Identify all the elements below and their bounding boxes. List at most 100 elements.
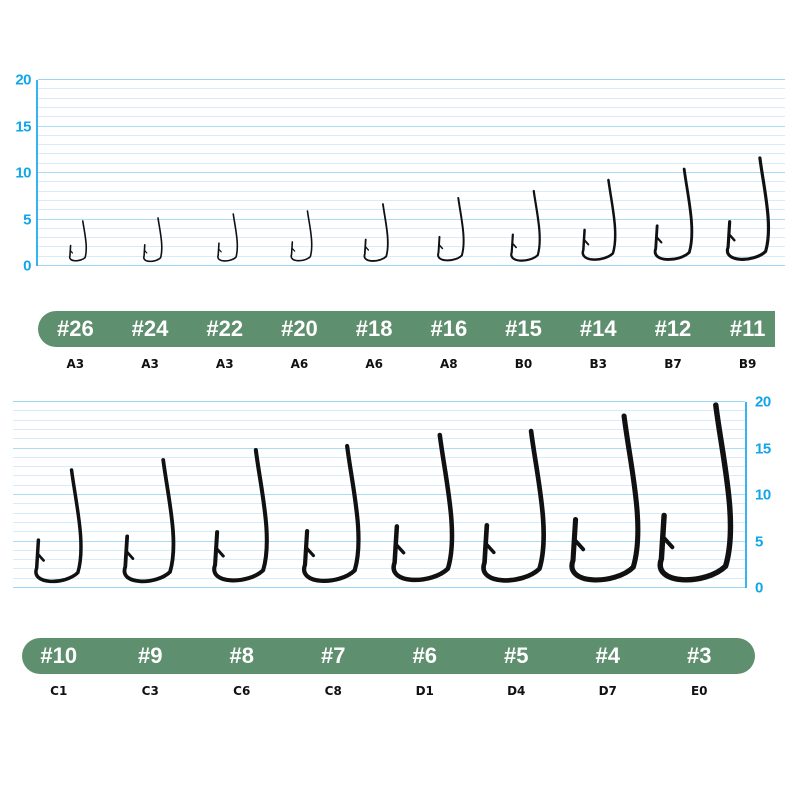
y-tick-label: 20 — [755, 393, 771, 411]
hook-size-label: #12 — [654, 316, 692, 341]
hook-size-label: #10 — [40, 643, 78, 668]
size-label-cell[interactable]: #18 — [337, 318, 412, 340]
hook-code-label: A6 — [290, 357, 309, 371]
size-label-cell[interactable]: #10 — [13, 645, 105, 667]
size-label-cell[interactable]: #20 — [262, 318, 337, 340]
gridline — [13, 438, 745, 440]
upper-y-axis-line — [36, 80, 38, 266]
hook-size-label: #26 — [56, 316, 94, 341]
gridline — [38, 97, 785, 99]
hook-glyph — [134, 216, 165, 267]
gridline — [13, 503, 745, 505]
hook-code-label: C3 — [141, 684, 159, 698]
hook-glyph — [116, 457, 184, 589]
gridline — [13, 410, 745, 412]
size-label-cell[interactable]: #6 — [379, 645, 471, 667]
size-label-cell[interactable]: #7 — [288, 645, 380, 667]
size-label-cell[interactable]: #4 — [562, 645, 654, 667]
gridline — [13, 475, 745, 477]
lower-code-row: C1 C3 C6 C8 D1 D4 D7 E0 — [22, 684, 755, 700]
gridline — [13, 577, 745, 579]
hook-glyph — [206, 448, 279, 588]
hook-code-label: D4 — [507, 684, 526, 698]
gridline — [38, 237, 785, 239]
upper-size-cells: #26 #24 #22 #20 #18 #16 #15 #14 #12 #11 — [38, 311, 775, 347]
size-label-cell[interactable]: #24 — [113, 318, 188, 340]
size-label-cell[interactable]: #11 — [710, 318, 785, 340]
gridline — [13, 587, 745, 588]
size-label-cell[interactable]: #8 — [196, 645, 288, 667]
hook-code-label: A3 — [141, 357, 159, 371]
lower-plot-area — [13, 401, 745, 589]
y-tick-label: 15 — [755, 440, 771, 457]
size-label-cell[interactable]: #3 — [654, 645, 746, 667]
gridline — [13, 466, 745, 468]
hook-code-label: A6 — [365, 357, 383, 371]
gridline — [38, 181, 785, 183]
y-tick-label: 5 — [23, 211, 31, 228]
gridline — [38, 88, 785, 90]
hook-size-label: #5 — [504, 643, 529, 668]
hook-code-label: A3 — [215, 357, 234, 371]
lower-hook-chart: 20 15 10 5 0 — [0, 395, 800, 596]
y-tick-label: 0 — [755, 579, 763, 597]
hook-glyph — [564, 413, 652, 588]
hook-glyph — [476, 428, 557, 588]
hook-size-label: #9 — [138, 643, 163, 668]
y-tick-label: 0 — [23, 257, 31, 275]
lower-y-tick-labels: 20 15 10 5 0 — [755, 395, 795, 596]
upper-size-bar: #26 #24 #22 #20 #18 #16 #15 #14 #12 #11 — [38, 311, 775, 347]
size-label-cell[interactable]: #22 — [187, 318, 262, 340]
size-label-cell[interactable]: #5 — [471, 645, 563, 667]
y-tick-label: 15 — [15, 118, 31, 135]
gridline — [13, 521, 745, 523]
gridline — [13, 447, 745, 449]
gridline — [38, 199, 785, 201]
gridline — [38, 134, 785, 136]
hook-glyph — [718, 156, 777, 266]
gridline — [13, 512, 745, 514]
gridline — [13, 428, 745, 430]
gridline — [38, 265, 785, 266]
hook-size-label: #3 — [687, 643, 712, 668]
hook-size-label: #22 — [206, 316, 244, 341]
hook-glyph — [282, 209, 316, 266]
hook-glyph — [27, 467, 91, 588]
hook-code-label: B7 — [664, 357, 682, 371]
gridline — [38, 162, 785, 164]
size-label-cell[interactable]: #15 — [486, 318, 561, 340]
gridline — [13, 540, 745, 542]
gridline — [13, 494, 745, 495]
gridline — [38, 218, 785, 220]
size-label-cell[interactable]: #14 — [561, 318, 636, 340]
gridline — [38, 79, 785, 80]
hook-size-label: #24 — [131, 316, 169, 341]
size-label-cell[interactable]: #26 — [38, 318, 113, 340]
hook-code-label: D1 — [415, 684, 434, 698]
hook-code-label: B9 — [738, 357, 757, 371]
hook-code-label: D7 — [598, 684, 617, 698]
gridline — [13, 419, 745, 421]
gridline — [38, 209, 785, 211]
hook-code-label: C1 — [50, 684, 68, 698]
lower-size-bar-background — [22, 638, 755, 674]
hook-glyph — [208, 212, 241, 266]
y-tick-label: 10 — [15, 164, 31, 182]
hook-size-label: #11 — [729, 316, 766, 341]
gridline — [38, 144, 785, 146]
hook-code-label: E0 — [690, 684, 708, 698]
hook-size-label: #15 — [505, 316, 542, 341]
size-label-cell[interactable]: #12 — [636, 318, 711, 340]
size-label-cell[interactable]: #16 — [412, 318, 487, 340]
gridline — [38, 116, 785, 118]
upper-hooks-group — [38, 80, 785, 266]
hook-size-label: #14 — [579, 316, 617, 341]
hook-code-label: B3 — [589, 357, 607, 371]
gridline — [38, 125, 785, 127]
size-label-cell[interactable]: #9 — [105, 645, 197, 667]
gridline — [13, 559, 745, 561]
gridline — [38, 190, 785, 192]
hook-glyph — [502, 189, 546, 267]
lower-gridlines — [13, 401, 745, 588]
upper-size-bar-background — [38, 311, 775, 347]
